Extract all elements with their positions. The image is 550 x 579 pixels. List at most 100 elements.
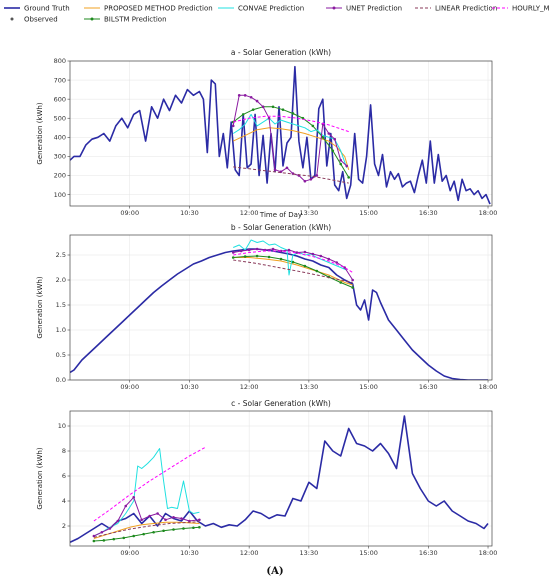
y-tick-label: 2.0 bbox=[56, 276, 66, 284]
series-point-unet-prediction bbox=[327, 132, 330, 135]
series-point-unet-prediction bbox=[232, 125, 235, 128]
x-tick-label: 12:00 bbox=[240, 209, 259, 217]
series-point-bilstm-prediction bbox=[292, 112, 295, 115]
x-tick-label: 10:30 bbox=[180, 549, 199, 557]
legend-item-convae-prediction: CONVAE Prediction bbox=[218, 5, 304, 13]
series-point-bilstm-prediction bbox=[242, 113, 245, 116]
x-tick-label: 09:00 bbox=[120, 383, 139, 391]
series-point-unet-prediction bbox=[132, 496, 135, 499]
chart-panel-c: c - Solar Generation (kWh) 09:00 10:30 12:0… bbox=[36, 399, 497, 557]
series-point-bilstm-prediction bbox=[122, 537, 125, 540]
series-point-unet-prediction bbox=[274, 168, 277, 171]
figure-label: (A) bbox=[266, 566, 283, 577]
legend-marker bbox=[91, 18, 94, 21]
series-point-bilstm-prediction bbox=[304, 265, 307, 268]
y-tick-label: 1.0 bbox=[56, 326, 66, 334]
x-tick-label: 13:30 bbox=[300, 209, 319, 217]
y-tick-label: 2.5 bbox=[56, 251, 66, 259]
x-tick-label: 15:00 bbox=[359, 383, 378, 391]
y-tick-label: 1.5 bbox=[56, 301, 66, 309]
legend-item-observed: Observed bbox=[11, 16, 58, 24]
series-point-bilstm-prediction bbox=[322, 136, 325, 139]
y-tick-label: 2 bbox=[62, 522, 66, 530]
series-point-bilstm-prediction bbox=[268, 256, 271, 259]
chart-panel-a: a - Solar Generation (kWh) 09:00 10:30 12:0… bbox=[36, 48, 497, 219]
x-tick-label: 13:30 bbox=[300, 549, 319, 557]
x-tick-label: 13:30 bbox=[300, 383, 319, 391]
series-point-bilstm-prediction bbox=[182, 527, 185, 530]
series-point-bilstm-prediction bbox=[272, 105, 275, 108]
series-point-unet-prediction bbox=[333, 138, 336, 141]
series-point-bilstm-prediction bbox=[142, 533, 145, 536]
y-tick-label: 0.0 bbox=[56, 376, 66, 384]
series-point-bilstm-prediction bbox=[172, 528, 175, 531]
series-point-unet-prediction bbox=[198, 518, 201, 521]
y-tick-label: 400 bbox=[54, 134, 66, 142]
series-point-bilstm-prediction bbox=[316, 270, 319, 273]
series-point-unet-prediction bbox=[286, 167, 289, 170]
series-point-bilstm-prediction bbox=[112, 538, 115, 541]
legend-label: UNET Prediction bbox=[346, 5, 402, 13]
legend-item-linear-prediction: LINEAR Prediction bbox=[415, 5, 497, 13]
series-point-unet-prediction bbox=[240, 250, 243, 253]
series-point-bilstm-prediction bbox=[162, 529, 165, 532]
y-tick-label: 100 bbox=[54, 191, 66, 199]
y-tick-label: 4 bbox=[62, 497, 66, 505]
series-point-unet-prediction bbox=[140, 518, 143, 521]
series-point-unet-prediction bbox=[256, 248, 259, 251]
legend-label: BILSTM Prediction bbox=[104, 16, 167, 24]
y-tick-label: 6 bbox=[62, 472, 66, 480]
x-tick-label: 12:00 bbox=[240, 549, 259, 557]
y-axis-label: Generation (kWh) bbox=[36, 447, 44, 509]
series-point-unet-prediction bbox=[339, 159, 342, 162]
series-point-bilstm-prediction bbox=[252, 108, 255, 111]
series-point-bilstm-prediction bbox=[244, 255, 247, 258]
series-point-unet-prediction bbox=[238, 94, 241, 97]
series-point-bilstm-prediction bbox=[339, 281, 342, 284]
series-point-bilstm-prediction bbox=[93, 540, 96, 543]
y-tick-label: 800 bbox=[54, 57, 66, 65]
series-point-bilstm-prediction bbox=[132, 535, 135, 538]
legend-item-hourly-mean-prediction: HOURLY_MEAN Prediction bbox=[492, 5, 550, 13]
chart-title: b - Solar Generation (kWh) bbox=[231, 223, 331, 232]
series-point-unet-prediction bbox=[124, 505, 127, 508]
series-point-unet-prediction bbox=[351, 279, 354, 282]
series-point-unet-prediction bbox=[304, 251, 307, 254]
series-point-unet-prediction bbox=[109, 527, 112, 530]
y-tick-label: 8 bbox=[62, 447, 66, 455]
series-point-unet-prediction bbox=[327, 258, 330, 261]
legend-label: LINEAR Prediction bbox=[435, 5, 497, 13]
series-point-unet-prediction bbox=[335, 261, 338, 264]
y-tick-label: 300 bbox=[54, 153, 66, 161]
series-point-unet-prediction bbox=[256, 100, 259, 103]
series-point-unet-prediction bbox=[156, 512, 159, 515]
chart-title: c - Solar Generation (kWh) bbox=[231, 399, 331, 408]
legend-label: HOURLY_MEAN Prediction bbox=[512, 5, 550, 13]
series-point-bilstm-prediction bbox=[198, 526, 201, 529]
series-point-unet-prediction bbox=[116, 520, 119, 523]
chart-panel-b: b - Solar Generation (kWh)09:00 10:30 12:0… bbox=[36, 223, 497, 391]
legend: Ground Truth Observed PROPOSED METHOD Pred… bbox=[4, 5, 550, 24]
series-point-bilstm-prediction bbox=[232, 256, 235, 259]
series-point-unet-prediction bbox=[312, 253, 315, 256]
series-point-unet-prediction bbox=[250, 96, 253, 99]
series-point-unet-prediction bbox=[148, 515, 151, 518]
series-point-unet-prediction bbox=[345, 165, 348, 168]
x-tick-label: 18:00 bbox=[479, 209, 498, 217]
x-axis-label: Time of Day bbox=[259, 211, 302, 219]
x-tick-label: 09:00 bbox=[120, 209, 139, 217]
y-axis-label: Generation (kWh) bbox=[36, 102, 44, 164]
series-point-unet-prediction bbox=[172, 516, 175, 519]
legend-label: Observed bbox=[24, 16, 58, 24]
series-point-bilstm-prediction bbox=[152, 531, 155, 534]
legend-marker bbox=[11, 18, 14, 21]
plot-area bbox=[70, 235, 492, 380]
x-tick-label: 18:00 bbox=[479, 383, 498, 391]
x-tick-label: 16:30 bbox=[419, 549, 438, 557]
series-point-unet-prediction bbox=[304, 180, 307, 183]
y-tick-label: 10 bbox=[58, 422, 66, 430]
series-point-unet-prediction bbox=[244, 94, 247, 97]
x-tick-label: 09:00 bbox=[120, 549, 139, 557]
y-tick-label: 500 bbox=[54, 114, 66, 122]
